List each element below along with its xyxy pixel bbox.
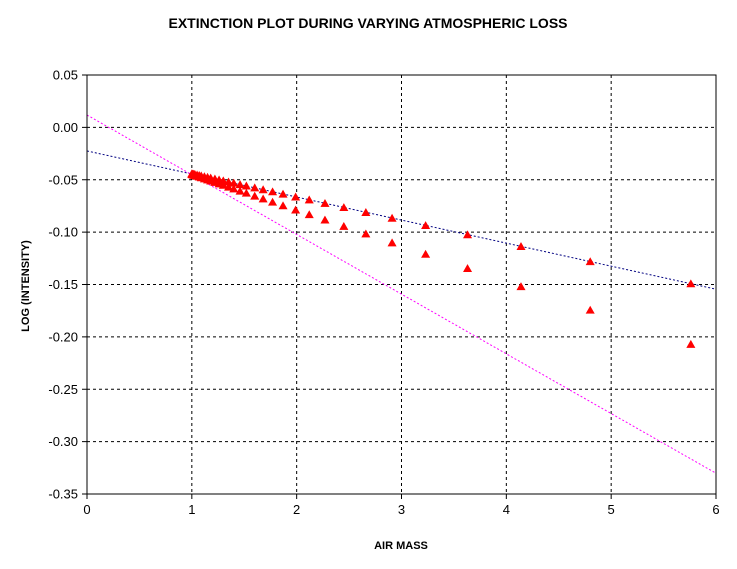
x-tick-label: 2 — [293, 502, 300, 517]
y-tick-label: -0.10 — [48, 225, 78, 240]
data-point-triangle — [241, 188, 251, 197]
data-point-triangle — [339, 221, 349, 230]
y-tick-label: -0.25 — [48, 382, 78, 397]
data-point-triangle — [320, 215, 330, 224]
data-point-triangle — [291, 205, 301, 214]
x-tick-label: 3 — [398, 502, 405, 517]
y-axis-label: LOG (INTENSITY) — [20, 240, 32, 332]
data-point-triangle — [278, 189, 288, 198]
data-point-triangle — [224, 182, 234, 191]
data-point-triangle — [268, 187, 278, 196]
data-point-triangle — [686, 339, 696, 348]
data-point-triangle — [421, 249, 431, 258]
y-tick-label: -0.30 — [48, 434, 78, 449]
x-tick-label: 6 — [712, 502, 719, 517]
x-axis-label: AIR MASS — [374, 540, 428, 552]
trend-line — [86, 150, 717, 290]
data-point-triangle — [250, 191, 260, 200]
x-tick-label: 4 — [503, 502, 510, 517]
grid-lines — [87, 75, 716, 494]
data-point-triangle — [278, 201, 288, 210]
data-point-triangle — [304, 210, 314, 219]
data-points — [187, 169, 696, 348]
chart-title: EXTINCTION PLOT DURING VARYING ATMOSPHER… — [168, 15, 567, 31]
data-point-triangle — [421, 221, 431, 230]
y-tick-label: 0.00 — [53, 120, 78, 135]
data-point-triangle — [218, 180, 228, 189]
x-tick-label: 5 — [608, 502, 615, 517]
data-point-triangle — [463, 264, 473, 272]
data-point-triangle — [686, 279, 696, 288]
y-tick-label: -0.05 — [48, 172, 78, 187]
data-point-triangle — [235, 186, 245, 195]
x-axis-ticks: 0 1 2 3 4 5 6 — [83, 494, 720, 517]
data-point-triangle — [585, 305, 595, 314]
data-point-triangle — [387, 213, 397, 222]
data-point-triangle — [387, 238, 397, 247]
data-point-triangle — [320, 199, 330, 207]
data-point-triangle — [463, 230, 473, 239]
y-tick-label: 0.05 — [53, 68, 78, 83]
data-point-triangle — [258, 185, 268, 194]
y-tick-label: -0.15 — [48, 277, 78, 292]
data-point-triangle — [258, 194, 268, 203]
data-point-triangle — [516, 282, 526, 291]
x-tick-label: 0 — [83, 502, 90, 517]
y-tick-label: -0.20 — [48, 329, 78, 344]
data-point-triangle — [339, 203, 349, 212]
data-point-triangle — [229, 184, 239, 193]
data-point-triangle — [304, 195, 314, 204]
data-point-triangle — [250, 183, 260, 192]
data-point-triangle — [516, 242, 526, 250]
data-point-triangle — [585, 257, 595, 266]
x-tick-label: 1 — [188, 502, 195, 517]
data-point-triangle — [361, 208, 371, 216]
data-point-triangle — [268, 197, 278, 206]
y-axis-ticks: 0.05 0.00 -0.05 -0.10 -0.15 -0.20 -0.25 -0.30 -0… — [48, 68, 87, 502]
data-point-triangle — [291, 192, 301, 201]
data-point-triangle — [361, 229, 371, 238]
y-tick-label: -0.35 — [48, 487, 78, 502]
